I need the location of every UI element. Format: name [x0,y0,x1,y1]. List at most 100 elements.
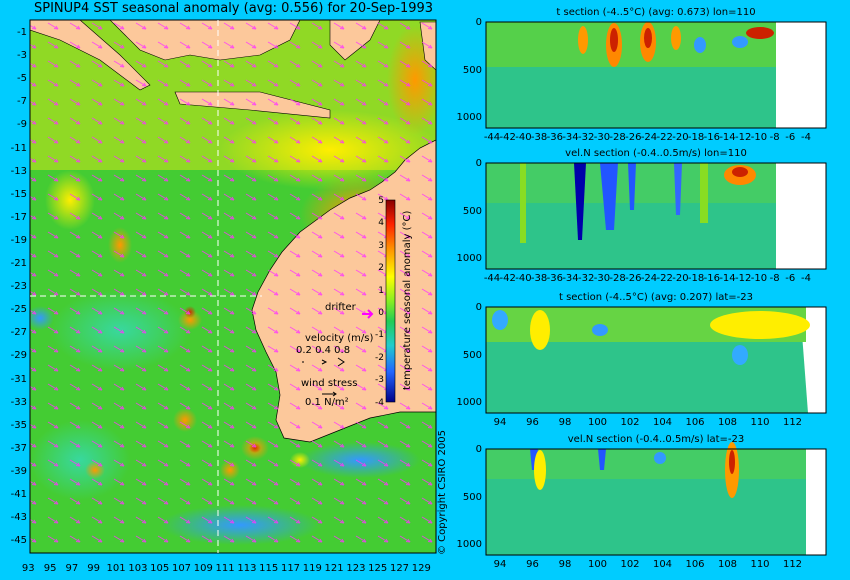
panel-x-tick: -22 [656,273,673,284]
panel-x-tick: 112 [782,417,803,428]
map-y-tick: -19 [10,234,27,246]
panel-x-tick: 98 [558,559,572,570]
map-y-tick: -5 [17,73,27,85]
panel-x-tick: -20 [672,132,689,143]
panel-x-tick: 110 [750,417,770,428]
colorbar-label: temperature seasonal anomaly (°C) [402,210,413,390]
map-y-tick: -11 [10,142,27,154]
map-x-tick: 101 [106,563,126,574]
map-y-tick: -33 [10,396,27,408]
panel-x-tick: -28 [609,273,626,284]
colorbar [385,199,396,403]
panel-x-tick: -38 [530,273,548,284]
panel-title: t section (-4..5°C) (avg: 0.207) lat=-23 [558,292,754,303]
colorbar-tick: -4 [375,397,384,408]
panel-x-tick: -8 [769,273,780,284]
panel-x-tick: -26 [625,132,642,143]
map-title: SPINUP4 SST seasonal anomaly (avg: 0.556… [34,1,434,16]
map-x-tick: 105 [150,563,170,574]
colorbar-tick: 4 [378,218,384,229]
map-x-tick: 107 [171,563,192,574]
panel-title: vel.N section (-0.4..0.5m/s) lat=-23 [567,434,745,445]
map-x-tick: 121 [324,563,344,574]
colorbar-tick: 2 [378,263,384,274]
panel-x-tick: -6 [785,273,796,284]
map-y-tick: -45 [10,535,27,547]
panel-x-tick: 102 [620,417,640,428]
velocity-scale: 0.2 0.4 0.8 [296,345,351,356]
section-panel-2 [485,162,827,270]
panel-title: t section (-4..5°C) (avg: 0.673) lon=110 [556,7,756,18]
velocity-label: velocity (m/s) [305,333,374,344]
panel-x-tick: -24 [640,273,658,284]
panel-x-tick: -40 [515,273,532,284]
map-y-tick: -13 [10,165,27,177]
panel-x-tick: -42 [499,132,516,143]
map-x-tick: 113 [237,563,257,574]
colorbar-tick: 5 [378,196,384,206]
panel-y-tick: 500 [462,64,482,76]
map-y-tick: -17 [10,211,27,223]
copyright-notice: © Copyright CSIRO 2005 [437,430,448,555]
panel-x-tick: -40 [515,132,532,143]
map-y-tick: -27 [10,327,27,339]
map-y-tick: -21 [10,258,27,269]
panel-x-tick: 100 [587,417,608,428]
map-x-tick: 109 [193,563,213,574]
panel-x-tick: 94 [493,559,507,570]
map-y-tick: -39 [10,465,27,477]
panel-x-tick: -34 [562,273,579,284]
panel-y-tick: 0 [475,17,482,28]
panel-x-tick: -26 [625,273,642,284]
panel-x-tick: 98 [558,417,572,428]
panel-x-tick: -4 [801,273,811,284]
panel-x-tick: -10 [750,273,768,284]
panel-x-tick: -12 [735,273,752,284]
panel-x-tick: 104 [652,417,673,428]
panel-x-tick: -18 [687,132,705,143]
panel-title: vel.N section (-0.4..0.5m/s) lon=110 [565,148,747,159]
wind-stress-label: wind stress [301,378,358,389]
panel-x-tick: 106 [685,417,705,428]
section-panel-3 [485,306,827,414]
colorbar-tick: -3 [375,375,384,386]
panel-x-tick: -24 [640,132,658,143]
map-x-tick: 129 [411,563,431,574]
panel-x-tick: -20 [672,273,689,284]
map-y-tick: -41 [10,489,27,500]
panel-x-tick: 112 [782,559,803,570]
panel-x-tick: -30 [593,273,611,284]
map-y-tick: -3 [17,50,27,62]
panel-y-tick: 0 [475,158,482,169]
map-x-tick: 119 [302,563,322,574]
panel-x-tick: -6 [785,132,796,143]
panel-y-tick: 1000 [456,539,482,550]
panel-y-tick: 500 [462,205,482,217]
panel-y-tick: 0 [475,444,482,455]
colorbar-tick: -1 [375,330,384,341]
panel-x-tick: -18 [687,273,705,284]
panel-x-tick: 104 [652,559,673,570]
map-x-tick: 93 [21,563,35,574]
drifter-icon [362,309,374,319]
panel-x-tick: -14 [719,132,736,143]
map-x-tick: 123 [346,563,366,574]
map-y-tick: -37 [10,442,27,454]
panel-x-tick: 106 [685,559,705,570]
panel-x-tick: -42 [499,273,516,284]
panel-x-tick: 108 [717,559,738,570]
panel-x-tick: 96 [526,417,539,428]
map-x-tick: 127 [389,563,410,574]
map-y-tick: -43 [10,512,27,524]
section-panel-1 [485,21,827,129]
map-x-tick: 125 [368,563,388,574]
map-y-tick: -29 [10,350,27,362]
panel-x-tick: -22 [656,132,673,143]
panel-x-tick: 110 [750,559,770,570]
map-x-tick: 97 [65,563,79,574]
map-y-tick: -7 [17,96,27,108]
panel-x-tick: 102 [620,559,640,570]
map-x-tick: 111 [215,563,235,574]
panel-x-tick: -32 [578,132,595,143]
